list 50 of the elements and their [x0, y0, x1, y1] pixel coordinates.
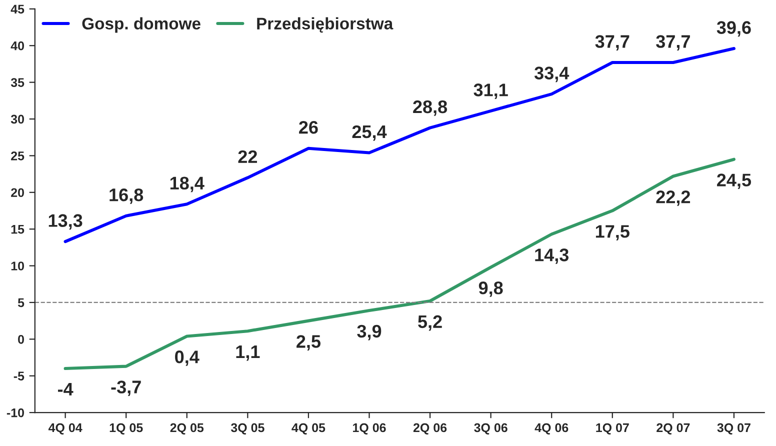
legend-label: Przedsiębiorstwa: [257, 17, 394, 33]
data-label: 0,4: [175, 350, 200, 366]
data-label: 25,4: [352, 125, 387, 141]
x-tick-label: 1Q 07: [596, 423, 629, 434]
data-label: 22,2: [656, 190, 690, 206]
data-label: 24,5: [717, 174, 752, 190]
x-tick-label: 3Q 06: [474, 423, 508, 434]
data-label: 33,4: [534, 66, 570, 82]
data-label: 2,5: [296, 335, 321, 351]
data-label: 28,8: [413, 100, 448, 116]
legend-label: Gosp. domowe: [82, 17, 200, 33]
data-label: 9,8: [478, 282, 503, 297]
y-tick-label: 10: [11, 262, 24, 270]
data-label: 18,4: [170, 176, 204, 192]
data-label: 1,1: [236, 346, 260, 361]
y-tick-label: 5: [18, 298, 24, 308]
x-tick-label: 2Q 07: [656, 423, 690, 434]
y-tick-label: 40: [10, 41, 24, 50]
x-tick-label: 2Q 05: [170, 423, 204, 434]
x-tick-label: 4Q 04: [48, 423, 82, 434]
x-tick-label: 1Q 05: [110, 423, 143, 434]
data-label: 3,9: [357, 324, 382, 340]
data-label: 14,3: [535, 248, 569, 264]
data-label: 17,5: [596, 225, 630, 240]
data-label: -4: [58, 382, 74, 396]
data-label: 5,2: [418, 315, 442, 331]
data-label: 16,8: [110, 188, 144, 204]
data-label: 31,1: [474, 84, 508, 99]
y-tick-label: 0: [18, 334, 24, 344]
y-tick-label: 30: [10, 114, 24, 124]
y-tick-label: 20: [11, 188, 24, 198]
data-label: 37,7: [656, 35, 690, 51]
x-tick-label: 4Q 05: [292, 423, 326, 434]
data-label: 39,6: [716, 21, 751, 37]
data-label: -3,7: [111, 380, 141, 396]
y-tick-label: 45: [10, 4, 24, 14]
data-label: 13,3: [48, 214, 82, 230]
x-tick-label: 3Q 05: [230, 423, 264, 434]
x-tick-label: 4Q 06: [534, 423, 568, 434]
data-label: 26: [299, 120, 318, 134]
y-tick-label: -10: [6, 408, 24, 418]
data-label: 37,7: [595, 35, 630, 51]
x-tick-label: 2Q 06: [413, 423, 447, 434]
y-tick-label: 25: [11, 151, 24, 160]
y-tick-label: 35: [10, 78, 24, 87]
y-tick-label: 15: [11, 225, 24, 234]
x-tick-label: 3Q 07: [717, 423, 750, 434]
x-tick-label: 1Q 06: [353, 423, 386, 434]
y-tick-label: -5: [14, 372, 24, 381]
data-label: 22: [238, 150, 257, 163]
